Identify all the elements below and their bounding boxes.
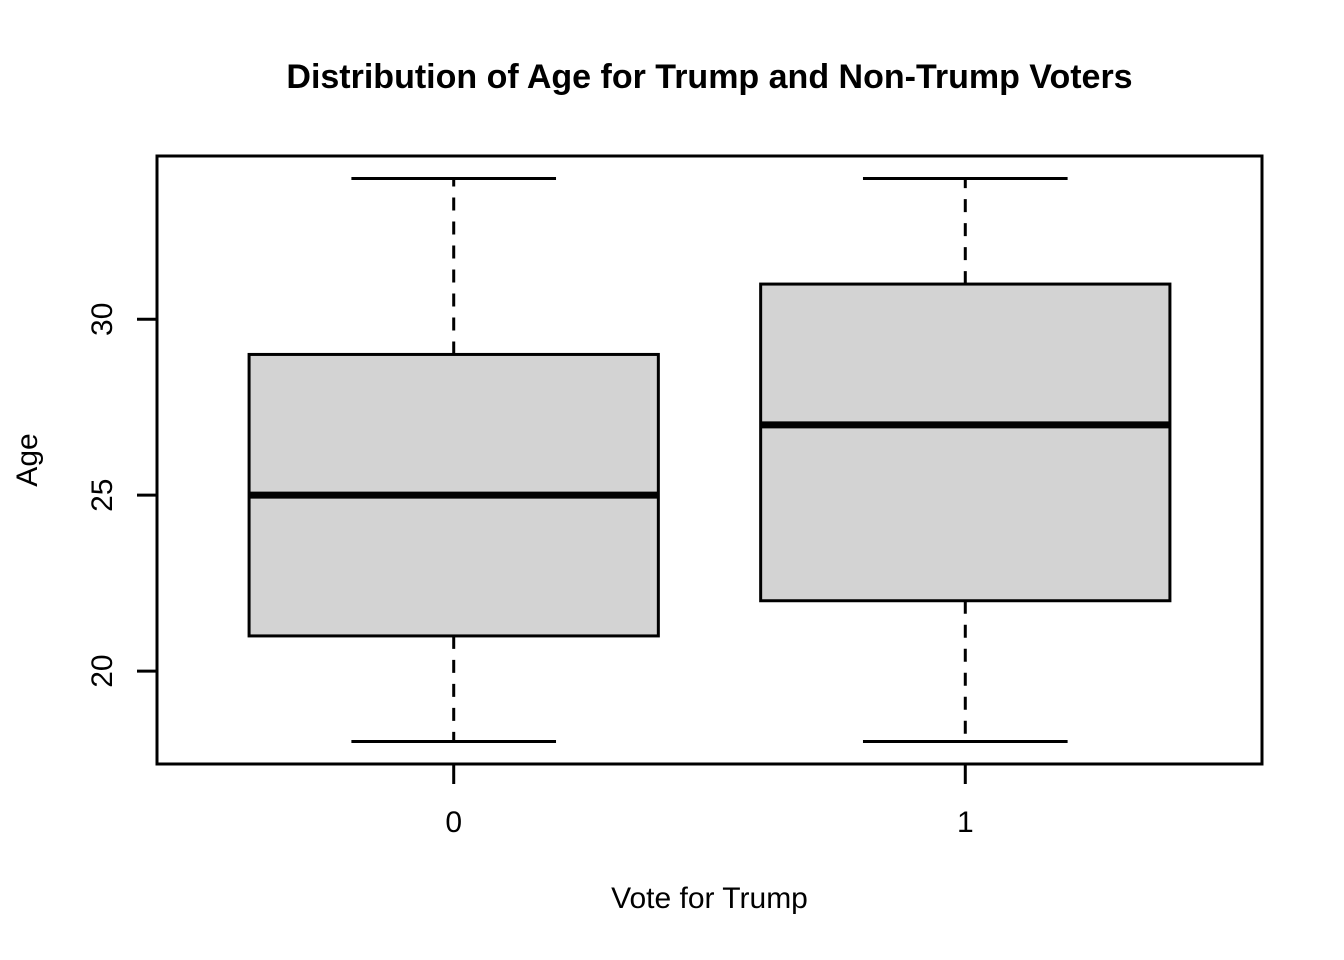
x-axis-label: Vote for Trump [611, 882, 808, 915]
y-tick-label: 20 [86, 654, 119, 687]
chart-title: Distribution of Age for Trump and Non-Tr… [286, 58, 1133, 96]
boxplot-group-1 [759, 177, 1172, 743]
y-tick-label: 30 [86, 303, 119, 336]
boxplot-group-0 [247, 177, 660, 743]
iqr-box [759, 282, 1172, 603]
x-tick-label: 1 [957, 806, 974, 839]
plot-frame [155, 154, 1264, 766]
y-tick-label: 25 [86, 478, 119, 511]
x-tick-label: 0 [445, 806, 462, 839]
